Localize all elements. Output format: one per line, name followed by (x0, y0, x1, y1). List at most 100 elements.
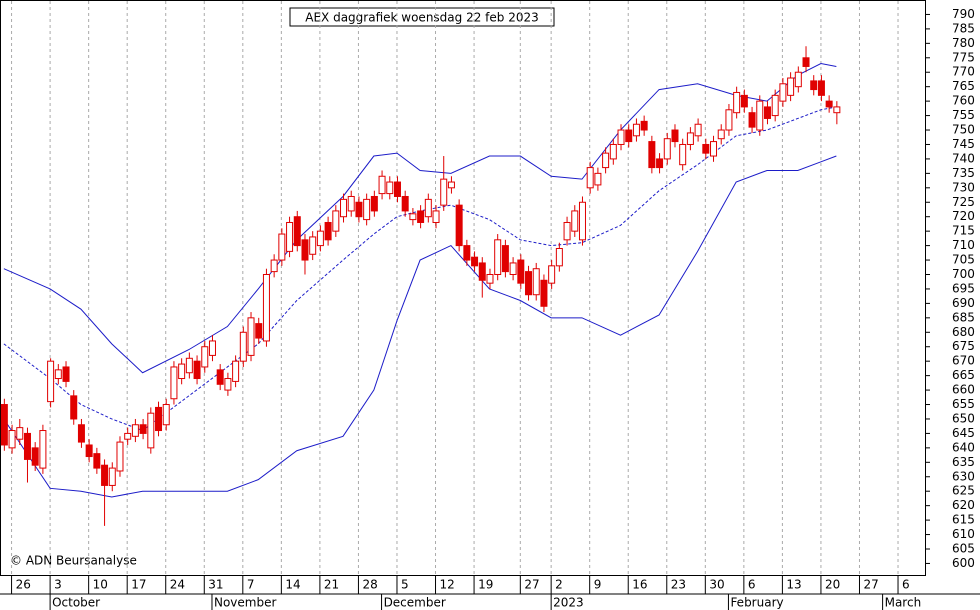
month-label: March (885, 596, 922, 610)
candle-body (324, 221, 332, 241)
candle-body (548, 265, 556, 284)
y-tick-label: 740 (952, 151, 975, 165)
y-tick-label: 605 (952, 541, 975, 555)
month-label: November (214, 596, 276, 610)
x-tick-label: 17 (131, 578, 146, 592)
candle-body (85, 444, 93, 458)
candle-body (378, 175, 386, 195)
candle-body (31, 447, 39, 466)
candle-body (432, 210, 440, 223)
y-tick-label: 655 (952, 397, 975, 411)
candle-body (671, 129, 679, 143)
candle-body (756, 100, 764, 131)
candle-body (301, 239, 309, 261)
candle-body (47, 360, 55, 403)
candle-body (763, 106, 771, 119)
x-tick-label: 6 (902, 578, 910, 592)
x-tick-label: 24 (170, 578, 185, 592)
x-tick-label: 7 (247, 578, 255, 592)
x-tick-label: 26 (16, 578, 31, 592)
candle-body (694, 123, 702, 137)
x-tick-label: 12 (440, 578, 455, 592)
candle-body (62, 366, 70, 382)
candle-body (340, 198, 348, 218)
candle-body (686, 132, 694, 145)
candle-body (625, 129, 633, 143)
x-tick-label: 23 (671, 578, 686, 592)
candle-body (316, 230, 324, 247)
candle-body (247, 317, 255, 356)
candle-body (155, 406, 163, 432)
month-label: October (52, 596, 100, 610)
y-tick-label: 680 (952, 325, 975, 339)
candle-body (517, 259, 525, 284)
candle-body (70, 395, 78, 420)
candle-body (201, 346, 209, 368)
candle-body (193, 360, 201, 380)
y-tick-label: 665 (952, 368, 975, 382)
candle-body (525, 271, 533, 296)
candle-body (16, 427, 24, 440)
y-tick-label: 705 (952, 253, 975, 267)
x-tick-label: 27 (524, 578, 539, 592)
y-tick-label: 690 (952, 296, 975, 310)
y-tick-label: 750 (952, 123, 975, 137)
candle-body (825, 100, 833, 108)
y-tick-label: 645 (952, 426, 975, 440)
y-tick-label: 615 (952, 513, 975, 527)
candle-body (108, 467, 116, 486)
y-tick-label: 695 (952, 281, 975, 295)
candle-body (771, 94, 779, 117)
candle-body (355, 201, 363, 218)
y-tick-label: 785 (952, 21, 975, 35)
candle-body (347, 195, 355, 212)
band-lower (3, 155, 837, 498)
x-tick-label: 10 (93, 578, 108, 592)
candle-body (0, 404, 8, 446)
y-tick-label: 715 (952, 224, 975, 238)
y-tick-label: 790 (952, 7, 975, 21)
y-tick-label: 700 (952, 267, 975, 281)
candle-body (139, 424, 147, 434)
candle-body (409, 213, 417, 221)
band-upper (3, 63, 837, 374)
y-tick-label: 670 (952, 354, 975, 368)
candle-body (478, 262, 486, 281)
month-label: February (730, 596, 783, 610)
chart-title: AEX daggrafiek woensdag 22 feb 2023 (305, 11, 538, 25)
candle-body (609, 143, 617, 160)
candle-body (286, 221, 294, 252)
candle-body (54, 369, 62, 380)
candle-body (447, 181, 455, 189)
candle-body (23, 432, 31, 460)
y-tick-label: 770 (952, 65, 975, 79)
y-tick-label: 625 (952, 484, 975, 498)
candle-body (509, 262, 517, 275)
candle-body (463, 245, 471, 261)
candle-body (170, 366, 178, 400)
candle-body (663, 138, 671, 160)
y-tick-label: 635 (952, 455, 975, 469)
month-label: December (384, 596, 446, 610)
y-tick-label: 675 (952, 339, 975, 353)
candle-body (293, 216, 301, 247)
x-tick-label: 20 (825, 578, 840, 592)
x-tick-label: 2 (555, 578, 563, 592)
y-tick-label: 730 (952, 180, 975, 194)
candle-body (116, 441, 124, 472)
y-tick-label: 755 (952, 108, 975, 122)
candle-body (563, 221, 571, 241)
candle-body (787, 77, 795, 96)
candle-body (471, 256, 479, 267)
candle-body (571, 210, 579, 232)
y-tick-label: 760 (952, 94, 975, 108)
candle-body (717, 129, 725, 140)
x-tick-label: 27 (863, 578, 878, 592)
candle-body (748, 112, 756, 128)
candle-body (101, 464, 109, 486)
copyright: © ADN Beursanalyse (10, 554, 137, 568)
candle-body (77, 424, 85, 443)
candle-body (309, 236, 317, 255)
candle-body (424, 198, 432, 218)
